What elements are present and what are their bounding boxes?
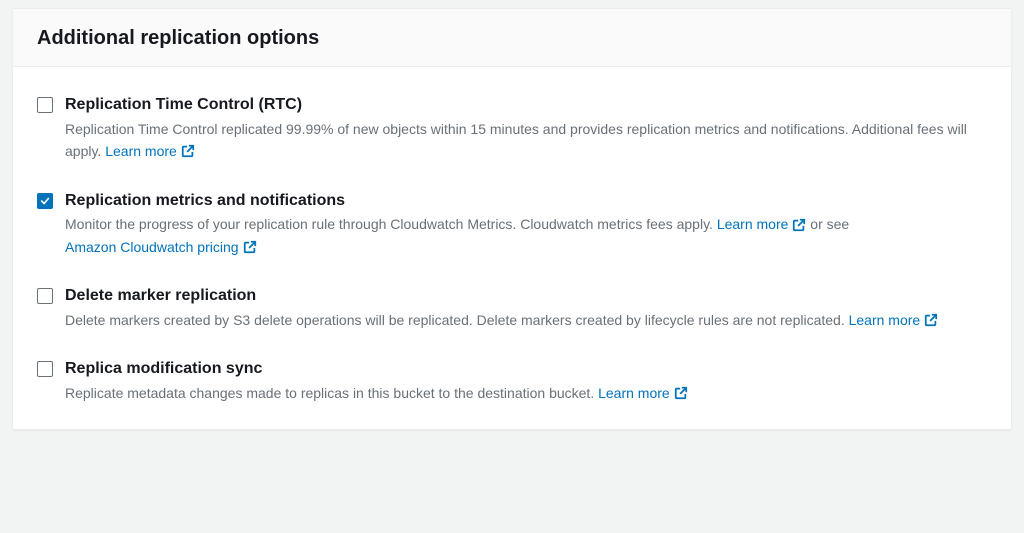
option-metrics-desc: Monitor the progress of your replication… [65,213,987,258]
checkbox-replica-sync[interactable] [37,361,53,377]
learn-more-link-metrics[interactable]: Learn more [717,213,807,235]
option-rtc: Replication Time Control (RTC) Replicati… [37,75,987,163]
option-metrics-body: Replication metrics and notifications Mo… [65,191,987,259]
external-link-icon [792,218,806,232]
option-replica-sync-desc-text: Replicate metadata changes made to repli… [65,385,594,401]
learn-more-link-delete-marker[interactable]: Learn more [849,309,939,331]
option-delete-marker-desc: Delete markers created by S3 delete oper… [65,309,987,331]
option-replica-sync-body: Replica modification sync Replicate meta… [65,359,987,404]
learn-more-text: Learn more [717,213,789,235]
panel-body: Replication Time Control (RTC) Replicati… [13,67,1011,429]
replication-options-panel: Additional replication options Replicati… [12,8,1012,430]
option-rtc-desc: Replication Time Control replicated 99.9… [65,118,987,163]
option-rtc-label: Replication Time Control (RTC) [65,95,987,116]
option-metrics-label: Replication metrics and notifications [65,191,987,212]
option-replica-sync-label: Replica modification sync [65,359,987,380]
option-delete-marker: Delete marker replication Delete markers… [37,258,987,331]
learn-more-text: Learn more [598,382,670,404]
checkbox-metrics[interactable] [37,193,53,209]
learn-more-text: Learn more [105,140,177,162]
check-icon [40,196,50,206]
option-metrics-desc-text: Monitor the progress of your replication… [65,216,713,232]
external-link-icon [924,313,938,327]
learn-more-link-replica-sync[interactable]: Learn more [598,382,688,404]
option-metrics: Replication metrics and notifications Mo… [37,163,987,259]
external-link-icon [181,144,195,158]
option-replica-sync-desc: Replicate metadata changes made to repli… [65,382,987,404]
option-rtc-desc-text: Replication Time Control replicated 99.9… [65,121,967,159]
cloudwatch-pricing-text: Amazon Cloudwatch pricing [65,236,239,258]
learn-more-link-rtc[interactable]: Learn more [105,140,195,162]
option-delete-marker-body: Delete marker replication Delete markers… [65,286,987,331]
checkbox-rtc[interactable] [37,97,53,113]
option-delete-marker-desc-text: Delete markers created by S3 delete oper… [65,312,845,328]
option-delete-marker-label: Delete marker replication [65,286,987,307]
learn-more-text: Learn more [849,309,921,331]
option-replica-sync: Replica modification sync Replicate meta… [37,331,987,404]
external-link-icon [674,386,688,400]
option-rtc-body: Replication Time Control (RTC) Replicati… [65,95,987,163]
panel-title: Additional replication options [37,27,987,50]
cloudwatch-pricing-link[interactable]: Amazon Cloudwatch pricing [65,236,257,258]
checkbox-delete-marker[interactable] [37,288,53,304]
option-metrics-between: or see [806,216,849,232]
panel-header: Additional replication options [13,9,1011,67]
external-link-icon [243,240,257,254]
